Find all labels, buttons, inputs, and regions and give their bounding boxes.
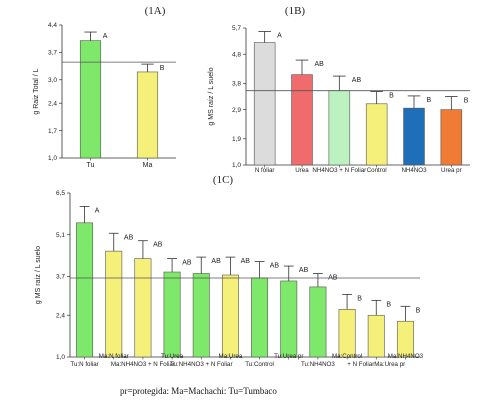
bar xyxy=(134,258,152,358)
x-tick-label: NH4NO3 + N Foliar xyxy=(312,167,366,174)
significance-letter: B xyxy=(160,65,165,72)
bar xyxy=(76,222,94,358)
x-tick-label: + N FoliarMa:Urea pr xyxy=(347,361,405,368)
x-tick-label: Ma:Control xyxy=(332,353,362,360)
y-tick-label: 2,4 xyxy=(56,312,65,319)
significance-letter: AB xyxy=(314,61,324,68)
x-tick-label: Ma:NH4NO3 + N Foliar xyxy=(111,361,175,368)
y-tick-label: 5,7 xyxy=(232,25,241,32)
y-tick-label: 5,1 xyxy=(56,232,65,239)
significance-letter: AB xyxy=(211,258,221,265)
x-tick-label: Ma:Urea xyxy=(219,353,243,360)
bar xyxy=(253,42,276,166)
y-tick-label: 4,8 xyxy=(232,51,241,58)
significance-letter: AB xyxy=(124,234,134,241)
bar xyxy=(280,280,298,358)
y-axis-label: g MS raíz / L suelo xyxy=(208,67,215,125)
footer-note: pr=protegida: Ma=Machachi: Tu=Tumbaco xyxy=(120,386,277,396)
x-tick-label: Ma:N foliar xyxy=(99,353,129,360)
significance-letter: AB xyxy=(270,263,280,270)
x-tick-label: Tu:Urea xyxy=(161,353,184,360)
x-tick-label: Tu:Urea pr xyxy=(274,353,303,360)
chart-1c: (1C) 1,0 2,4 3,7 5,1 6,5 g MS raíz / L suelo A A… xyxy=(35,174,424,368)
significance-letter: AB xyxy=(299,267,309,274)
chart-title: (1B) xyxy=(285,5,306,17)
y-tick-label: 1,0 xyxy=(56,354,65,361)
significance-letter: B xyxy=(386,301,391,308)
significance-letter: AB xyxy=(241,258,251,265)
significance-letter: A xyxy=(95,207,100,214)
y-tick-label: 2,4 xyxy=(48,100,57,107)
bar xyxy=(291,74,313,166)
chart-1a: (1A)1,01,72,43,03,74,4g Raiz Total / LAB… xyxy=(33,5,176,169)
bar xyxy=(136,71,159,159)
chart-title: (1C) xyxy=(213,174,234,186)
x-tick-label: Urea xyxy=(295,167,309,174)
bar xyxy=(221,274,239,358)
bar xyxy=(338,308,356,358)
bar xyxy=(309,286,327,358)
x-tick-label: Tu xyxy=(87,162,95,169)
significance-letter: B xyxy=(416,307,421,314)
x-tick-label: Ma xyxy=(143,162,153,169)
bar xyxy=(251,277,269,358)
bar xyxy=(192,273,210,358)
y-tick-label: 4,4 xyxy=(48,22,57,29)
x-tick-label: Tu:NH4NO3 + N Foliar xyxy=(170,361,233,368)
y-tick-label: 1,0 xyxy=(232,162,241,169)
x-tick-label: Ma:NH4NO3 xyxy=(388,353,424,360)
significance-letter: B xyxy=(426,97,431,104)
x-tick-label: Tu:NH4NO3 xyxy=(301,361,335,368)
y-tick-label: 1,9 xyxy=(232,136,241,143)
bar xyxy=(403,107,425,166)
y-axis-label: g Raiz Total / L xyxy=(33,68,40,114)
y-axis-label: g MS raíz / L suelo xyxy=(35,246,42,304)
bar xyxy=(105,250,123,358)
x-tick-label: Tu:N foliar xyxy=(70,361,98,368)
bar xyxy=(328,90,351,166)
y-tick-label: 6,5 xyxy=(56,190,65,197)
significance-letter: AB xyxy=(182,260,192,267)
y-tick-label: 3,7 xyxy=(56,274,65,281)
significance-letter: B xyxy=(357,295,362,302)
bar xyxy=(163,271,181,358)
y-tick-label: 3,0 xyxy=(48,77,57,84)
x-tick-label: NH4NO3 xyxy=(401,167,427,174)
bar xyxy=(396,320,414,358)
x-tick-label: Tu:Control xyxy=(245,361,274,368)
y-tick-label: 3,8 xyxy=(232,81,241,88)
significance-letter: A xyxy=(277,32,282,39)
x-tick-label: Control xyxy=(367,167,387,174)
bar xyxy=(367,314,385,358)
chart-1b: (1B) 1,0 1,9 2,9 3,8 4,8 5,7 g MS raíz / L suel… xyxy=(208,5,470,174)
significance-letter: AB xyxy=(153,242,163,249)
y-tick-label: 2,9 xyxy=(232,107,241,114)
bar xyxy=(440,109,463,166)
bars: AB xyxy=(79,31,165,161)
y-tick-label: 3,7 xyxy=(48,50,57,57)
y-tick-label: 1,0 xyxy=(48,155,57,162)
bars: A AB AB B B B xyxy=(253,31,469,168)
bar xyxy=(365,103,388,166)
bar xyxy=(79,40,102,159)
significance-letter: AB xyxy=(352,77,362,84)
significance-letter: B xyxy=(464,98,469,105)
significance-letter: B xyxy=(389,93,394,100)
y-tick-label: 1,7 xyxy=(48,128,57,135)
x-tick-label: Urea pr xyxy=(441,167,462,174)
x-tick-label: N foliar xyxy=(255,167,275,174)
chart-title: (1A) xyxy=(145,5,166,17)
significance-letter: A xyxy=(103,33,108,40)
